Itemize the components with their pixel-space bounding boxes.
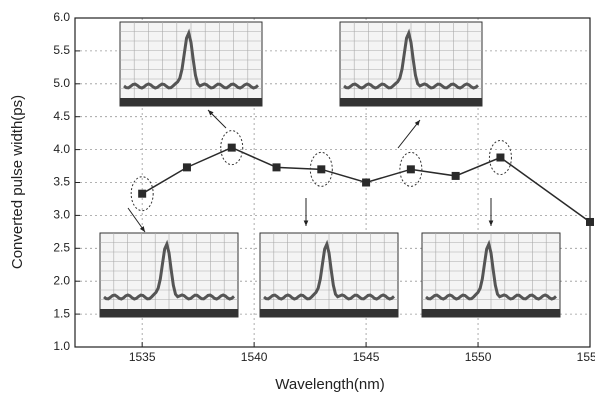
point — [138, 190, 146, 198]
y-tick-label: 4.0 — [53, 142, 70, 156]
y-tick-label: 5.0 — [53, 76, 70, 90]
inset-bar — [340, 98, 482, 106]
point — [317, 165, 325, 173]
oscilloscope-inset — [422, 233, 560, 317]
chart: Wavelength(nm) Converted pulse width(ps)… — [0, 0, 595, 396]
arrow-head — [489, 220, 494, 226]
arrow-head — [140, 226, 145, 232]
x-tick-label: 1545 — [353, 350, 380, 364]
y-tick-label: 2.5 — [53, 240, 70, 254]
y-tick-label: 4.5 — [53, 109, 70, 123]
inset-bar — [120, 98, 262, 106]
x-tick-label: 1550 — [465, 350, 492, 364]
point — [586, 218, 594, 226]
point — [407, 165, 415, 173]
point — [496, 153, 504, 161]
x-tick-label: 1535 — [129, 350, 156, 364]
point — [228, 144, 236, 152]
oscilloscope-inset — [100, 233, 238, 317]
arrow-head — [304, 220, 309, 226]
point — [183, 163, 191, 171]
oscilloscope-inset — [260, 233, 398, 317]
y-axis-title: Converted pulse width(ps) — [9, 95, 26, 269]
point — [362, 179, 370, 187]
x-tick-label: 1540 — [241, 350, 268, 364]
x-axis-title: Wavelength(nm) — [275, 376, 384, 393]
point — [273, 163, 281, 171]
y-tick-label: 3.5 — [53, 175, 70, 189]
inset-bar — [260, 309, 398, 317]
oscilloscope-inset — [340, 22, 482, 106]
y-tick-label: 2.0 — [53, 273, 70, 287]
point — [452, 172, 460, 180]
x-tick-label: 1555 — [577, 350, 595, 364]
y-tick-label: 1.0 — [53, 339, 70, 353]
y-tick-label: 1.5 — [53, 306, 70, 320]
oscilloscope-inset — [120, 22, 262, 106]
y-tick-label: 5.5 — [53, 43, 70, 57]
y-tick-label: 3.0 — [53, 208, 70, 222]
y-tick-label: 6.0 — [53, 10, 70, 24]
inset-bar — [422, 309, 560, 317]
inset-bar — [100, 309, 238, 317]
